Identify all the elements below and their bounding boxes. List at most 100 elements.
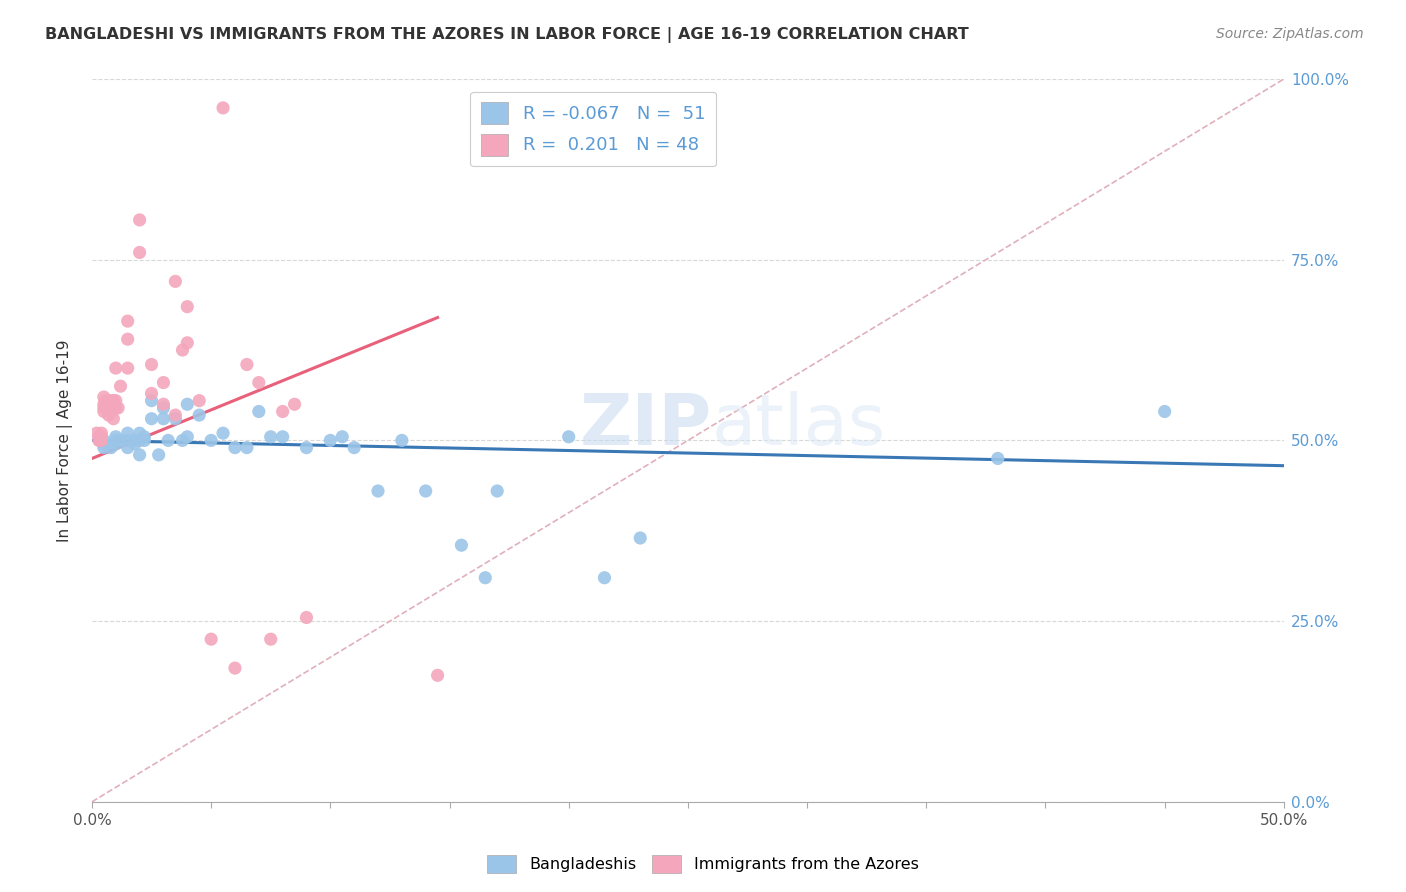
Point [176, 300, 198, 314]
Point [152, 401, 174, 415]
Point [236, 441, 259, 455]
Point [260, 632, 283, 647]
Point [141, 386, 163, 401]
Point [426, 668, 449, 682]
Point [93, 434, 115, 448]
Point [104, 430, 127, 444]
Point [117, 434, 139, 448]
Point [128, 434, 150, 448]
Text: ZIP: ZIP [579, 392, 711, 460]
Legend: R = -0.067   N =  51, R =  0.201   N = 48: R = -0.067 N = 51, R = 0.201 N = 48 [471, 92, 716, 167]
Point [271, 404, 294, 418]
Point [124, 434, 146, 448]
Point [141, 411, 163, 425]
Point [271, 430, 294, 444]
Point [87, 434, 110, 448]
Point [260, 430, 283, 444]
Point [117, 426, 139, 441]
Point [100, 404, 122, 418]
Point [295, 610, 318, 624]
Point [172, 434, 194, 448]
Point [117, 314, 139, 328]
Point [367, 483, 389, 498]
Point [486, 483, 509, 498]
Point [93, 401, 115, 415]
Point [157, 434, 180, 448]
Point [188, 393, 211, 408]
Point [165, 411, 187, 425]
Point [176, 335, 198, 350]
Point [128, 426, 150, 441]
Point [247, 404, 270, 418]
Point [100, 393, 122, 408]
Point [117, 332, 139, 346]
Point [319, 434, 342, 448]
Point [172, 343, 194, 357]
Point [1153, 404, 1175, 418]
Point [415, 483, 437, 498]
Point [128, 448, 150, 462]
Point [90, 434, 112, 448]
Point [104, 393, 127, 408]
Point [557, 430, 579, 444]
Point [110, 379, 132, 393]
Point [200, 434, 222, 448]
Point [93, 437, 115, 451]
Point [165, 408, 187, 422]
Point [93, 404, 115, 418]
Point [93, 441, 115, 455]
Point [87, 430, 110, 444]
Point [593, 571, 616, 585]
Text: BANGLADESHI VS IMMIGRANTS FROM THE AZORES IN LABOR FORCE | AGE 16-19 CORRELATION: BANGLADESHI VS IMMIGRANTS FROM THE AZORE… [45, 27, 969, 43]
Point [628, 531, 651, 545]
Point [176, 397, 198, 411]
Legend: Bangladeshis, Immigrants from the Azores: Bangladeshis, Immigrants from the Azores [481, 848, 925, 880]
Point [104, 361, 127, 376]
Point [224, 661, 246, 675]
Point [330, 430, 353, 444]
Point [284, 397, 307, 411]
Point [93, 390, 115, 404]
Point [87, 434, 110, 448]
Point [103, 393, 125, 408]
Text: atlas: atlas [711, 392, 886, 460]
Point [176, 430, 198, 444]
Point [343, 441, 366, 455]
Point [128, 213, 150, 227]
Point [103, 411, 125, 425]
Point [148, 448, 170, 462]
Point [104, 437, 127, 451]
Point [141, 393, 163, 408]
Point [474, 571, 496, 585]
Point [128, 245, 150, 260]
Point [134, 434, 156, 448]
Point [224, 441, 246, 455]
Point [93, 397, 115, 411]
Point [295, 441, 318, 455]
Point [212, 101, 235, 115]
Point [236, 358, 259, 372]
Point [124, 437, 146, 451]
Point [100, 441, 122, 455]
Point [86, 426, 108, 441]
Point [391, 434, 413, 448]
Point [134, 430, 156, 444]
Point [104, 434, 127, 448]
Point [100, 401, 122, 415]
Point [152, 376, 174, 390]
Point [90, 430, 112, 444]
Point [117, 361, 139, 376]
Point [152, 411, 174, 425]
Point [247, 376, 270, 390]
Point [987, 451, 1010, 466]
Point [107, 401, 129, 415]
Point [90, 426, 112, 441]
Point [117, 441, 139, 455]
Y-axis label: In Labor Force | Age 16-19: In Labor Force | Age 16-19 [58, 339, 73, 541]
Point [104, 401, 127, 415]
Text: Source: ZipAtlas.com: Source: ZipAtlas.com [1216, 27, 1364, 41]
Point [200, 632, 222, 647]
Point [165, 274, 187, 288]
Point [141, 358, 163, 372]
Point [110, 434, 132, 448]
